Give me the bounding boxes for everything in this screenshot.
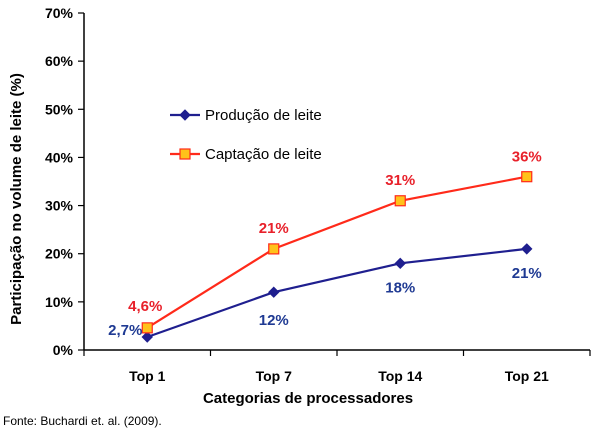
- x-tick-label: Top 1: [129, 368, 166, 384]
- series-line-producao: [146, 247, 527, 339]
- legend-marker: [179, 109, 191, 121]
- producao-point: [521, 243, 533, 255]
- x-tick-label: Top 21: [505, 368, 549, 384]
- data-label: 18%: [385, 279, 415, 296]
- y-tick-label: 70%: [45, 5, 74, 21]
- y-tick-label: 40%: [45, 149, 74, 165]
- x-axis-title: Categorias de processadores: [203, 390, 413, 407]
- captacao-point: [141, 322, 153, 334]
- x-tick-label: Top 14: [378, 368, 422, 384]
- y-tick-label: 50%: [45, 101, 74, 117]
- captacao-point: [521, 171, 533, 183]
- y-tick-label: 60%: [45, 53, 74, 69]
- data-label: 21%: [259, 220, 289, 237]
- captacao-point: [394, 195, 406, 207]
- data-label: 12%: [259, 312, 289, 329]
- data-label: 31%: [385, 172, 415, 189]
- y-tick-label: 10%: [45, 294, 74, 310]
- legend-label: Captação de leite: [205, 146, 322, 163]
- legend-marker: [179, 148, 191, 160]
- source-note: Fonte: Buchardi et. al. (2009).: [3, 414, 162, 428]
- y-tick-label: 20%: [45, 246, 74, 262]
- y-tick-label: 0%: [53, 342, 74, 358]
- y-tick-label: 30%: [45, 198, 74, 214]
- captacao-point: [268, 243, 280, 255]
- series-line-captacao: [146, 175, 527, 329]
- data-labels-layer: 2,7% 12% 18% 21% 4,6% 21% 31% 36%: [108, 149, 542, 339]
- legend-label: Produção de leite: [205, 107, 322, 124]
- producao-point: [394, 257, 406, 270]
- producao-point: [141, 331, 153, 343]
- x-tick-label: Top 7: [256, 368, 293, 384]
- x-axis: Top 1 Top 7 Top 14 Top 21: [83, 349, 591, 384]
- y-axis-title: Participação no volume de leite (%): [8, 73, 25, 325]
- data-label: 4,6%: [128, 298, 162, 315]
- legend: Produção de leite Captação de leite: [170, 107, 322, 163]
- data-label: 21%: [512, 265, 542, 282]
- data-label: 2,7%: [108, 322, 142, 339]
- producao-point: [268, 286, 280, 298]
- series-layer: [141, 171, 533, 343]
- data-label: 36%: [512, 149, 542, 166]
- y-axis: 0% 10% 20% 30% 40% 50% 60% 70%: [45, 5, 85, 358]
